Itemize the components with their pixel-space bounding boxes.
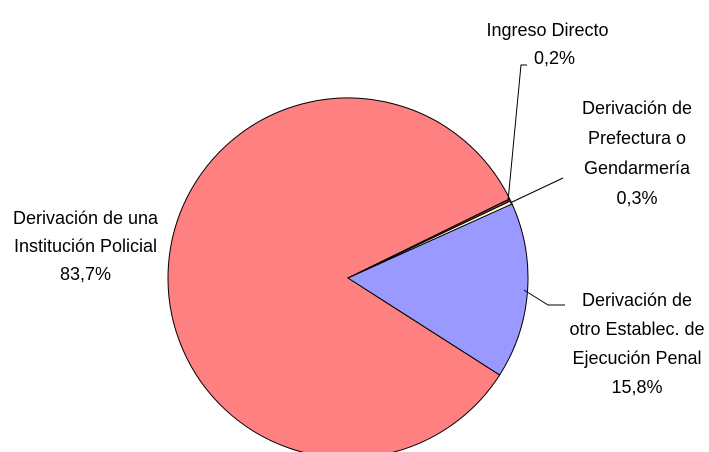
category-label: Derivación de otro Establec. de Ejecució… (569, 290, 705, 368)
slice-label: Ingreso Directo 0,2% (470, 16, 625, 72)
pie-slice (346, 203, 529, 376)
category-label: Ingreso Directo (486, 20, 609, 40)
slice-label: Derivación de una Institución Policial 8… (8, 204, 163, 288)
category-label: Derivación de una Institución Policial (12, 208, 159, 256)
category-label: Derivación de Prefectura o Gendarmería (581, 98, 693, 178)
slice-label: Derivación de otro Establec. de Ejecució… (567, 286, 707, 402)
value-label: 0,3% (616, 188, 658, 208)
value-label: 0,2% (533, 48, 576, 68)
leader-line (509, 177, 564, 204)
leader-line (507, 64, 527, 202)
pie (167, 97, 529, 452)
slice-label: Derivación de Prefectura o Gendarmería 0… (567, 93, 707, 213)
value-label: 83,7% (59, 264, 112, 284)
leader-line (523, 289, 565, 306)
value-label: 15,8% (611, 377, 663, 397)
pie-slice (167, 97, 511, 452)
